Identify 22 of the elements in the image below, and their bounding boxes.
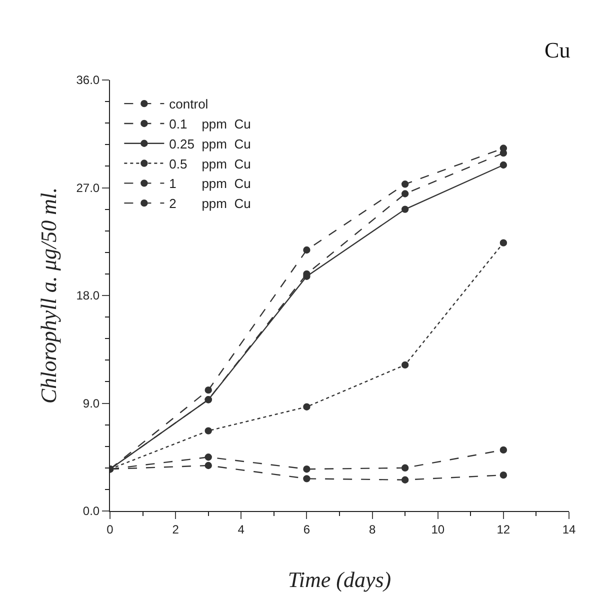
legend-label: 0.25 ppm Cu bbox=[169, 136, 251, 152]
x-tick-label: 14 bbox=[562, 522, 576, 536]
x-axis-title: Time (days) bbox=[288, 567, 392, 592]
legend-label: 2 ppm Cu bbox=[169, 196, 251, 212]
y-tick-label: 27.0 bbox=[76, 180, 100, 195]
y-tick-label: 18.0 bbox=[76, 288, 100, 303]
legend-label: control bbox=[169, 96, 208, 112]
y-tick-label: 0.0 bbox=[82, 504, 100, 518]
x-tick-label: 12 bbox=[496, 522, 510, 536]
x-tick-label: 0 bbox=[106, 522, 114, 536]
x-tick-label: 6 bbox=[303, 522, 310, 536]
x-tick-label: 8 bbox=[368, 522, 376, 536]
legend-label: 0.1 ppm Cu bbox=[169, 116, 251, 132]
y-tick-label: 36.0 bbox=[76, 73, 100, 88]
y-tick-label: 9.0 bbox=[82, 396, 100, 410]
y-axis-title: Chlorophyll a. μg/50 ml. bbox=[36, 187, 61, 404]
x-tick-label: 2 bbox=[172, 522, 180, 536]
x-tick-label: 10 bbox=[431, 522, 445, 536]
legend-label: 0.5 ppm Cu bbox=[169, 156, 251, 172]
x-tick-label: 4 bbox=[238, 522, 245, 536]
chart-title: Cu bbox=[544, 37, 570, 62]
legend-label: 1 ppm Cu bbox=[169, 176, 251, 192]
